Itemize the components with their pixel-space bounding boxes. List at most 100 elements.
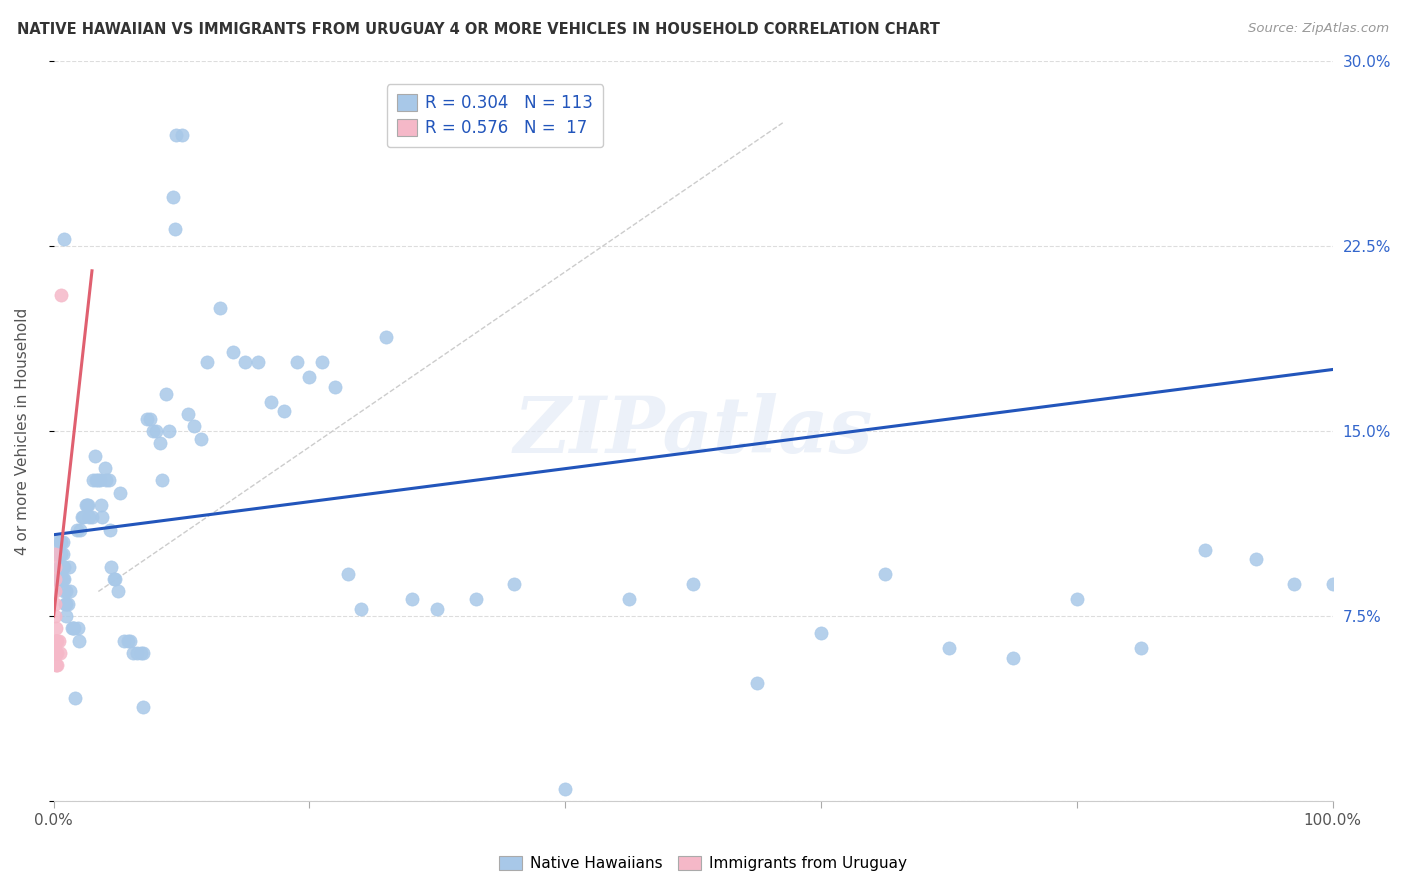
Point	[1244, 552, 1267, 566]
Point	[46, 548, 69, 562]
Y-axis label: 4 or more Vehicles in Household: 4 or more Vehicles in Household	[15, 308, 30, 555]
Point	[142, 424, 165, 438]
Point	[177, 407, 200, 421]
Point	[503, 577, 526, 591]
Point	[46, 572, 69, 586]
Point	[103, 572, 125, 586]
Point	[1284, 577, 1306, 591]
Point	[285, 355, 308, 369]
Point	[51, 559, 73, 574]
Text: Source: ZipAtlas.com: Source: ZipAtlas.com	[1249, 22, 1389, 36]
Point	[46, 658, 69, 673]
Point	[80, 510, 103, 524]
Text: NATIVE HAWAIIAN VS IMMIGRANTS FROM URUGUAY 4 OR MORE VEHICLES IN HOUSEHOLD CORRE: NATIVE HAWAIIAN VS IMMIGRANTS FROM URUGU…	[17, 22, 939, 37]
Point	[170, 128, 193, 143]
Point	[44, 572, 66, 586]
Legend: Native Hawaiians, Immigrants from Uruguay: Native Hawaiians, Immigrants from Urugua…	[494, 850, 912, 877]
Point	[66, 523, 89, 537]
Point	[44, 609, 66, 624]
Point	[51, 535, 73, 549]
Point	[48, 633, 70, 648]
Point	[76, 498, 98, 512]
Point	[273, 404, 295, 418]
Point	[51, 548, 73, 562]
Point	[107, 584, 129, 599]
Point	[165, 128, 187, 143]
Point	[87, 474, 110, 488]
Point	[55, 609, 77, 624]
Point	[55, 597, 77, 611]
Point	[104, 572, 127, 586]
Point	[132, 646, 155, 660]
Point	[51, 535, 73, 549]
Point	[45, 622, 67, 636]
Point	[129, 646, 152, 660]
Point	[49, 548, 72, 562]
Point	[1322, 577, 1344, 591]
Point	[49, 535, 72, 549]
Point	[84, 474, 107, 488]
Point	[90, 498, 112, 512]
Point	[49, 572, 72, 586]
Point	[51, 288, 73, 302]
Point	[62, 622, 84, 636]
Point	[122, 646, 145, 660]
Point	[82, 474, 104, 488]
Point	[44, 597, 66, 611]
Point	[120, 633, 142, 648]
Point	[51, 548, 73, 562]
Point	[336, 567, 359, 582]
Point	[52, 559, 75, 574]
Point	[132, 700, 155, 714]
Point	[190, 432, 212, 446]
Point	[97, 474, 120, 488]
Point	[554, 781, 576, 796]
Point	[100, 559, 122, 574]
Point	[51, 559, 73, 574]
Legend: R = 0.304   N = 113, R = 0.576   N =  17: R = 0.304 N = 113, R = 0.576 N = 17	[387, 84, 603, 147]
Point	[1194, 542, 1216, 557]
Point	[63, 622, 86, 636]
Point	[260, 394, 283, 409]
Point	[426, 601, 449, 615]
Point	[149, 436, 172, 450]
Point	[138, 412, 160, 426]
Point	[51, 572, 73, 586]
Point	[136, 412, 159, 426]
Point	[401, 591, 423, 606]
Point	[44, 633, 66, 648]
Point	[1129, 641, 1152, 656]
Point	[77, 498, 100, 512]
Point	[46, 646, 69, 660]
Point	[65, 690, 87, 705]
Point	[125, 646, 148, 660]
Point	[94, 474, 117, 488]
Point	[938, 641, 960, 656]
Point	[59, 584, 82, 599]
Point	[44, 559, 66, 574]
Point	[183, 419, 205, 434]
Point	[298, 370, 321, 384]
Point	[45, 633, 67, 648]
Point	[45, 646, 67, 660]
Point	[75, 498, 97, 512]
Point	[323, 380, 346, 394]
Point	[682, 577, 704, 591]
Point	[1066, 591, 1088, 606]
Point	[375, 330, 398, 344]
Point	[112, 633, 135, 648]
Point	[52, 232, 75, 246]
Point	[873, 567, 896, 582]
Point	[222, 345, 245, 359]
Point	[108, 485, 131, 500]
Point	[98, 523, 121, 537]
Point	[150, 474, 173, 488]
Point	[44, 548, 66, 562]
Point	[52, 572, 75, 586]
Point	[162, 190, 184, 204]
Point	[1001, 651, 1024, 665]
Point	[49, 646, 72, 660]
Text: ZIPatlas: ZIPatlas	[513, 392, 873, 469]
Point	[79, 510, 101, 524]
Point	[619, 591, 641, 606]
